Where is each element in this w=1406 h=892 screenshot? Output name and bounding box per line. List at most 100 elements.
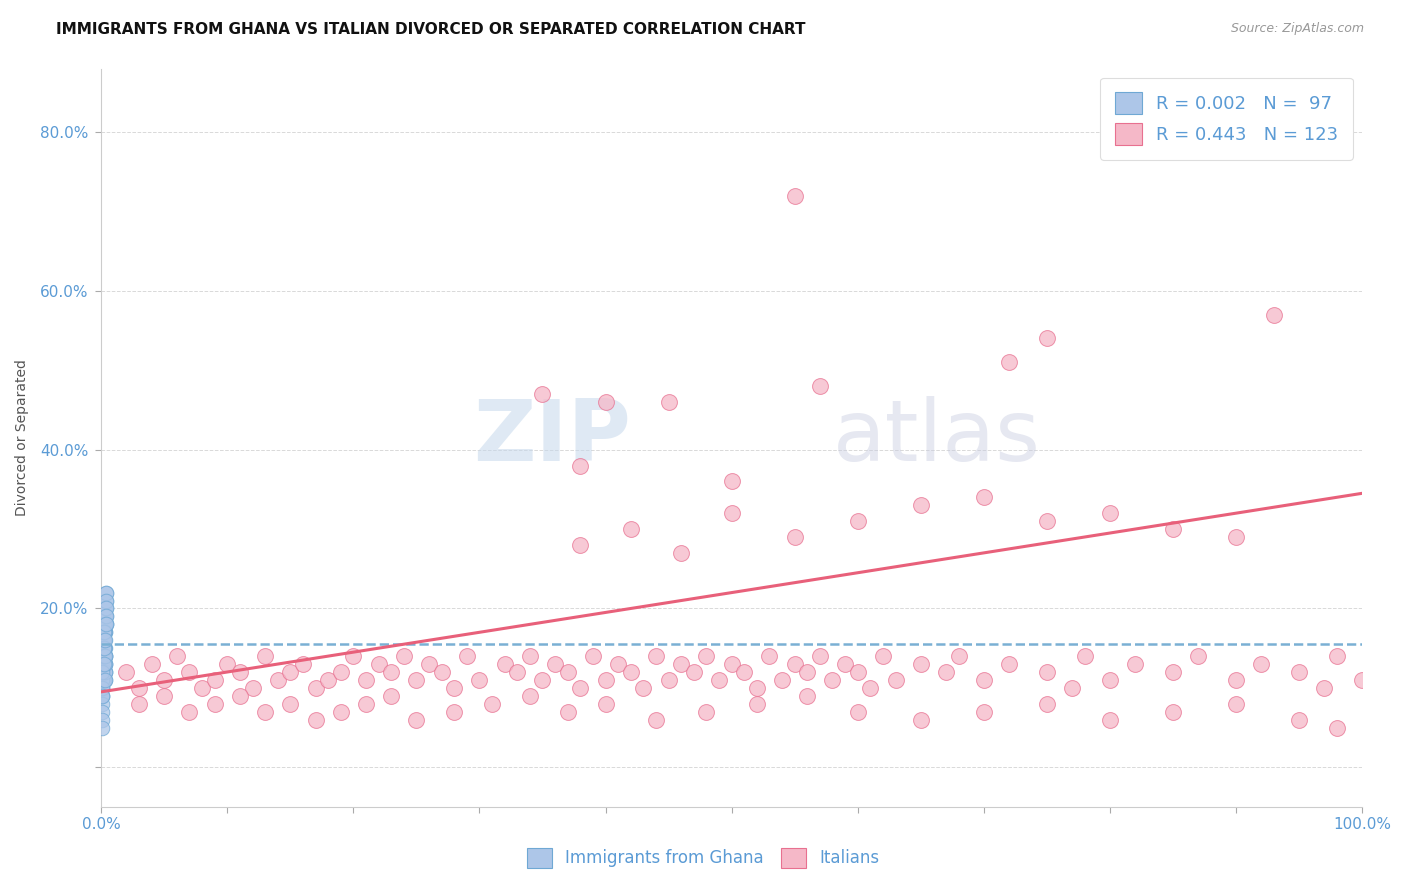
Point [645,649,668,664]
Point [242,681,264,695]
Point [304,681,326,695]
Point [94,649,117,664]
Point [380,689,402,703]
Point [1073,649,1095,664]
Point [745,697,768,711]
Point [93,649,115,664]
Point [91,649,114,664]
Point [93,641,115,656]
Point [96,617,118,632]
Point [758,649,780,664]
Point [191,681,214,695]
Point [720,506,742,520]
Point [93,625,115,640]
Point [1187,649,1209,664]
Point [519,689,541,703]
Point [1036,697,1059,711]
Legend: R = 0.002   N =  97, R = 0.443   N = 123: R = 0.002 N = 97, R = 0.443 N = 123 [1101,78,1353,160]
Point [796,665,818,679]
Point [91,681,114,695]
Point [1098,713,1121,727]
Point [910,657,932,671]
Point [316,673,339,687]
Point [910,713,932,727]
Point [96,601,118,615]
Point [93,649,115,664]
Point [1161,705,1184,719]
Point [94,673,117,687]
Point [910,498,932,512]
Point [582,649,605,664]
Point [94,665,117,679]
Point [1098,673,1121,687]
Point [481,697,503,711]
Point [91,657,114,671]
Point [569,538,592,552]
Point [783,530,806,544]
Point [783,657,806,671]
Point [456,649,478,664]
Point [720,475,742,489]
Point [96,585,118,599]
Point [770,673,793,687]
Point [669,657,692,671]
Point [94,609,117,624]
Point [91,689,114,703]
Point [1161,665,1184,679]
Point [595,673,617,687]
Point [94,625,117,640]
Point [96,593,118,607]
Point [93,641,115,656]
Point [93,633,115,648]
Point [94,617,117,632]
Point [1036,331,1059,345]
Point [93,633,115,648]
Point [229,665,252,679]
Point [808,649,831,664]
Point [519,649,541,664]
Point [91,649,114,664]
Point [91,705,114,719]
Point [94,601,117,615]
Point [821,673,844,687]
Point [141,657,163,671]
Point [620,522,643,536]
Point [91,673,114,687]
Point [94,665,117,679]
Point [1036,665,1059,679]
Point [254,649,277,664]
Point [128,681,150,695]
Y-axis label: Divorced or Separated: Divorced or Separated [15,359,30,516]
Point [96,593,118,607]
Point [695,649,717,664]
Point [973,705,995,719]
Point [418,657,440,671]
Point [1225,530,1247,544]
Point [267,673,290,687]
Point [93,641,115,656]
Point [354,697,377,711]
Point [329,705,352,719]
Point [91,681,114,695]
Point [93,617,115,632]
Point [506,665,529,679]
Point [998,657,1021,671]
Point [91,657,114,671]
Point [468,673,491,687]
Point [94,649,117,664]
Point [1060,681,1083,695]
Point [91,713,114,727]
Point [872,649,894,664]
Point [645,713,668,727]
Point [91,673,114,687]
Point [93,633,115,648]
Point [94,641,117,656]
Point [494,657,516,671]
Point [278,697,301,711]
Point [973,673,995,687]
Point [998,355,1021,369]
Point [91,649,114,664]
Point [278,665,301,679]
Text: ZIP: ZIP [472,396,631,479]
Point [94,657,117,671]
